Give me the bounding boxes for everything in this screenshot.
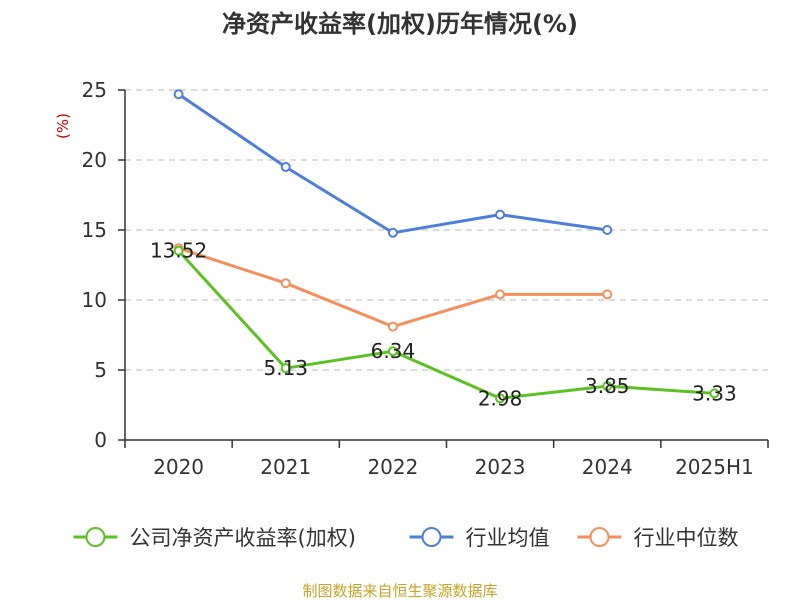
data-point[interactable] — [709, 388, 720, 399]
data-point[interactable] — [280, 363, 291, 374]
x-tick-label: 2023 — [475, 455, 526, 479]
y-axis-label: (%) — [54, 113, 72, 139]
y-tick-label: 20 — [82, 148, 107, 172]
data-label: 13.52 — [150, 239, 207, 263]
data-point[interactable] — [387, 346, 398, 357]
data-point[interactable] — [495, 209, 506, 220]
data-point[interactable] — [602, 289, 613, 300]
data-point[interactable] — [495, 289, 506, 300]
legend-label: 行业均值 — [466, 526, 550, 550]
data-point[interactable] — [602, 381, 613, 392]
x-tick-label: 2022 — [367, 455, 418, 479]
series-group — [173, 89, 720, 404]
x-tick-label: 2021 — [260, 455, 311, 479]
data-point[interactable] — [387, 321, 398, 332]
y-tick-label: 5 — [94, 358, 107, 382]
series-line — [178, 246, 608, 329]
legend-marker-icon — [421, 527, 442, 547]
legend-label: 行业中位数 — [634, 526, 739, 550]
data-label: 3.85 — [585, 374, 630, 398]
data-point[interactable] — [173, 89, 184, 100]
x-tick-label: 2025H1 — [675, 455, 754, 479]
chart-title: 净资产收益率(加权)历年情况(%) — [222, 10, 578, 38]
data-label: 3.33 — [692, 381, 737, 405]
y-tick-label: 0 — [94, 428, 107, 452]
data-label: 2.98 — [478, 386, 523, 410]
data-labels: 13.52 5.13 6.34 2.98 3.85 3.33 — [150, 239, 737, 411]
data-point[interactable] — [173, 245, 184, 256]
legend-label: 公司净资产收益率(加权) — [130, 526, 356, 550]
legend-item[interactable]: 行业均值 — [409, 526, 550, 550]
x-tick-label: 2020 — [153, 455, 204, 479]
series-line — [177, 92, 608, 235]
legend-marker-icon — [85, 527, 106, 547]
legend-item[interactable]: 行业中位数 — [577, 526, 739, 550]
data-point[interactable] — [387, 227, 398, 238]
data-point[interactable] — [495, 393, 506, 404]
data-label: 6.34 — [371, 339, 416, 363]
data-point[interactable] — [280, 162, 291, 172]
y-tick-label: 15 — [82, 218, 107, 242]
data-point[interactable] — [602, 225, 613, 235]
legend[interactable]: 公司净资产收益率(加权) 行业均值 行业中位数 — [73, 526, 739, 550]
x-tick-label: 2024 — [582, 455, 633, 479]
legend-marker-icon — [589, 527, 610, 547]
y-tick-label: 25 — [82, 78, 107, 102]
grid — [125, 89, 768, 371]
y-tick-label: 10 — [82, 288, 107, 312]
axes: 0 5 10 15 20 25 2020 2021 2022 2023 2024 2025H1 — [82, 78, 769, 479]
legend-item[interactable]: 公司净资产收益率(加权) — [73, 526, 356, 550]
data-label: 5.13 — [263, 356, 308, 380]
series-line — [177, 249, 715, 400]
data-point[interactable] — [280, 278, 291, 289]
source-note: 制图数据来自恒生聚源数据库 — [302, 582, 497, 600]
